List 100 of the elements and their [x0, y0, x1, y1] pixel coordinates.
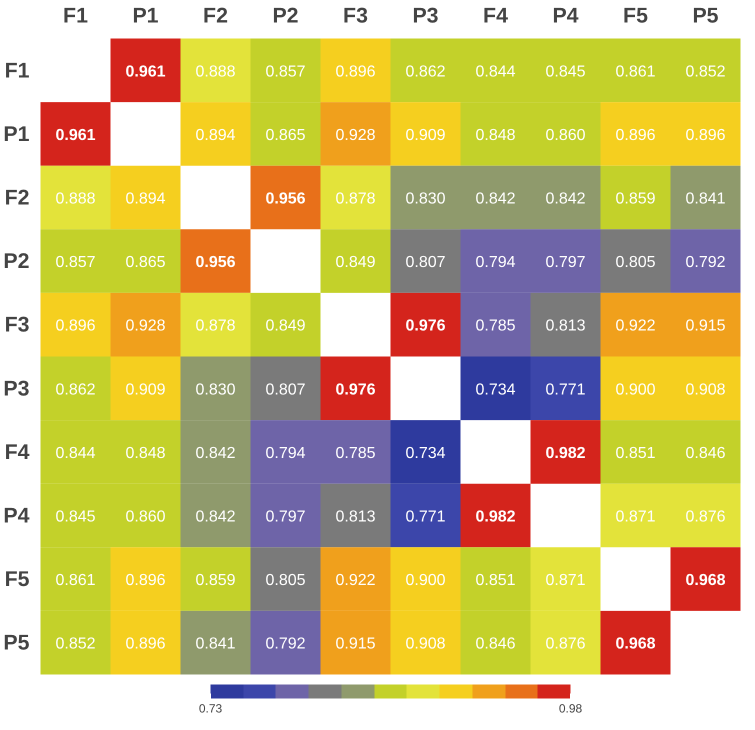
x-tick-label: P4: [552, 4, 579, 28]
data-label: 0.976: [405, 318, 446, 335]
data-label: 0.896: [685, 126, 726, 144]
data-label: 0.982: [545, 444, 586, 462]
data-label: 0.982: [475, 508, 516, 526]
data-label: 0.734: [405, 444, 446, 462]
x-tick-label: P3: [412, 4, 439, 28]
data-label: 0.888: [195, 63, 236, 80]
data-label: 0.968: [615, 636, 656, 653]
data-label: 0.896: [55, 318, 96, 335]
x-tick-label: P1: [132, 4, 159, 28]
data-label: 0.771: [545, 381, 586, 398]
data-label: 0.896: [125, 572, 166, 590]
data-label: 0.915: [335, 636, 376, 653]
data-label: 0.734: [475, 381, 516, 398]
data-label: 0.805: [265, 572, 306, 590]
data-label: 0.844: [475, 63, 516, 80]
x-tick-label: P2: [272, 4, 299, 28]
data-label: 0.794: [265, 444, 306, 462]
data-label: 0.896: [335, 63, 376, 80]
data-label: 0.845: [545, 63, 586, 80]
data-label: 0.956: [195, 254, 236, 272]
x-tick-label: F1: [63, 4, 88, 28]
y-tick-label: F4: [4, 440, 30, 464]
x-tick-label: F2: [203, 4, 228, 28]
data-label: 0.862: [405, 63, 446, 80]
data-label: 0.857: [265, 63, 306, 80]
data-label: 0.908: [405, 636, 446, 653]
data-label: 0.878: [195, 318, 236, 335]
data-label: 0.909: [125, 381, 166, 398]
data-label: 0.922: [335, 572, 376, 590]
y-tick-label: F5: [4, 567, 30, 592]
data-label: 0.909: [405, 126, 446, 144]
data-label: 0.871: [615, 508, 656, 526]
data-label: 0.859: [195, 572, 236, 590]
data-label: 0.976: [335, 381, 376, 398]
x-tick-label: F4: [483, 4, 508, 28]
y-tick-label: P3: [3, 376, 30, 400]
data-label: 0.852: [685, 63, 726, 80]
data-label: 0.968: [685, 572, 726, 590]
data-label: 0.844: [55, 444, 96, 462]
y-tick-label: P5: [3, 630, 30, 655]
data-label: 0.861: [55, 572, 96, 590]
data-label: 0.842: [545, 190, 586, 208]
data-label: 0.865: [265, 126, 306, 144]
color-bar-label: 0.98: [558, 702, 583, 716]
data-label: 0.878: [335, 190, 376, 208]
data-label: 0.785: [335, 444, 376, 462]
data-label: 0.841: [195, 636, 236, 653]
data-label: 0.813: [545, 318, 586, 335]
y-tick-label: P1: [3, 122, 30, 146]
data-label: 0.846: [685, 444, 726, 462]
y-tick-label: P4: [3, 504, 30, 528]
y-tick-label: F2: [4, 186, 30, 210]
data-label: 0.771: [405, 508, 446, 526]
data-label: 0.865: [125, 254, 166, 272]
data-label: 0.900: [615, 381, 656, 398]
data-label: 0.894: [125, 190, 166, 208]
y-tick-label: F1: [4, 58, 30, 82]
data-label: 0.841: [685, 190, 726, 208]
y-tick-label: F3: [4, 312, 30, 337]
data-label: 0.915: [685, 318, 726, 335]
data-label: 0.928: [125, 318, 166, 335]
x-tick-label: F3: [343, 4, 368, 28]
data-label: 0.785: [475, 318, 516, 335]
data-label: 0.794: [475, 254, 516, 272]
data-label: 0.849: [265, 318, 306, 335]
data-label: 0.848: [125, 444, 166, 462]
data-label: 0.860: [125, 508, 166, 526]
data-label: 0.813: [335, 508, 376, 526]
data-label: 0.805: [615, 254, 656, 272]
data-label: 0.807: [265, 381, 306, 398]
data-label: 0.861: [615, 63, 656, 80]
data-label: 0.908: [685, 381, 726, 398]
data-label: 0.862: [55, 381, 96, 398]
data-label: 0.797: [265, 508, 306, 526]
data-label: 0.871: [545, 572, 586, 590]
color-bar-label: 0.73: [198, 702, 223, 716]
y-tick-label: P2: [3, 249, 30, 274]
data-label: 0.848: [475, 126, 516, 144]
data-label: 0.888: [55, 190, 96, 208]
data-label: 0.894: [195, 126, 236, 144]
x-tick-label: P5: [692, 4, 719, 28]
data-label: 0.896: [125, 636, 166, 653]
data-label: 0.792: [685, 254, 726, 272]
data-label: 0.928: [335, 126, 376, 144]
data-label: 0.851: [615, 444, 656, 462]
data-label: 0.846: [475, 636, 516, 653]
data-label: 0.842: [195, 444, 236, 462]
data-label: 0.961: [55, 126, 96, 144]
data-label: 0.956: [265, 190, 306, 208]
data-label: 0.807: [405, 254, 446, 272]
data-label: 0.792: [265, 636, 306, 653]
data-label: 0.842: [195, 508, 236, 526]
x-tick-label: F5: [623, 4, 648, 28]
data-label: 0.857: [55, 254, 96, 272]
data-label: 0.830: [405, 190, 446, 208]
data-label: 0.830: [195, 381, 236, 398]
data-label: 0.860: [545, 126, 586, 144]
data-label: 0.851: [475, 572, 516, 590]
